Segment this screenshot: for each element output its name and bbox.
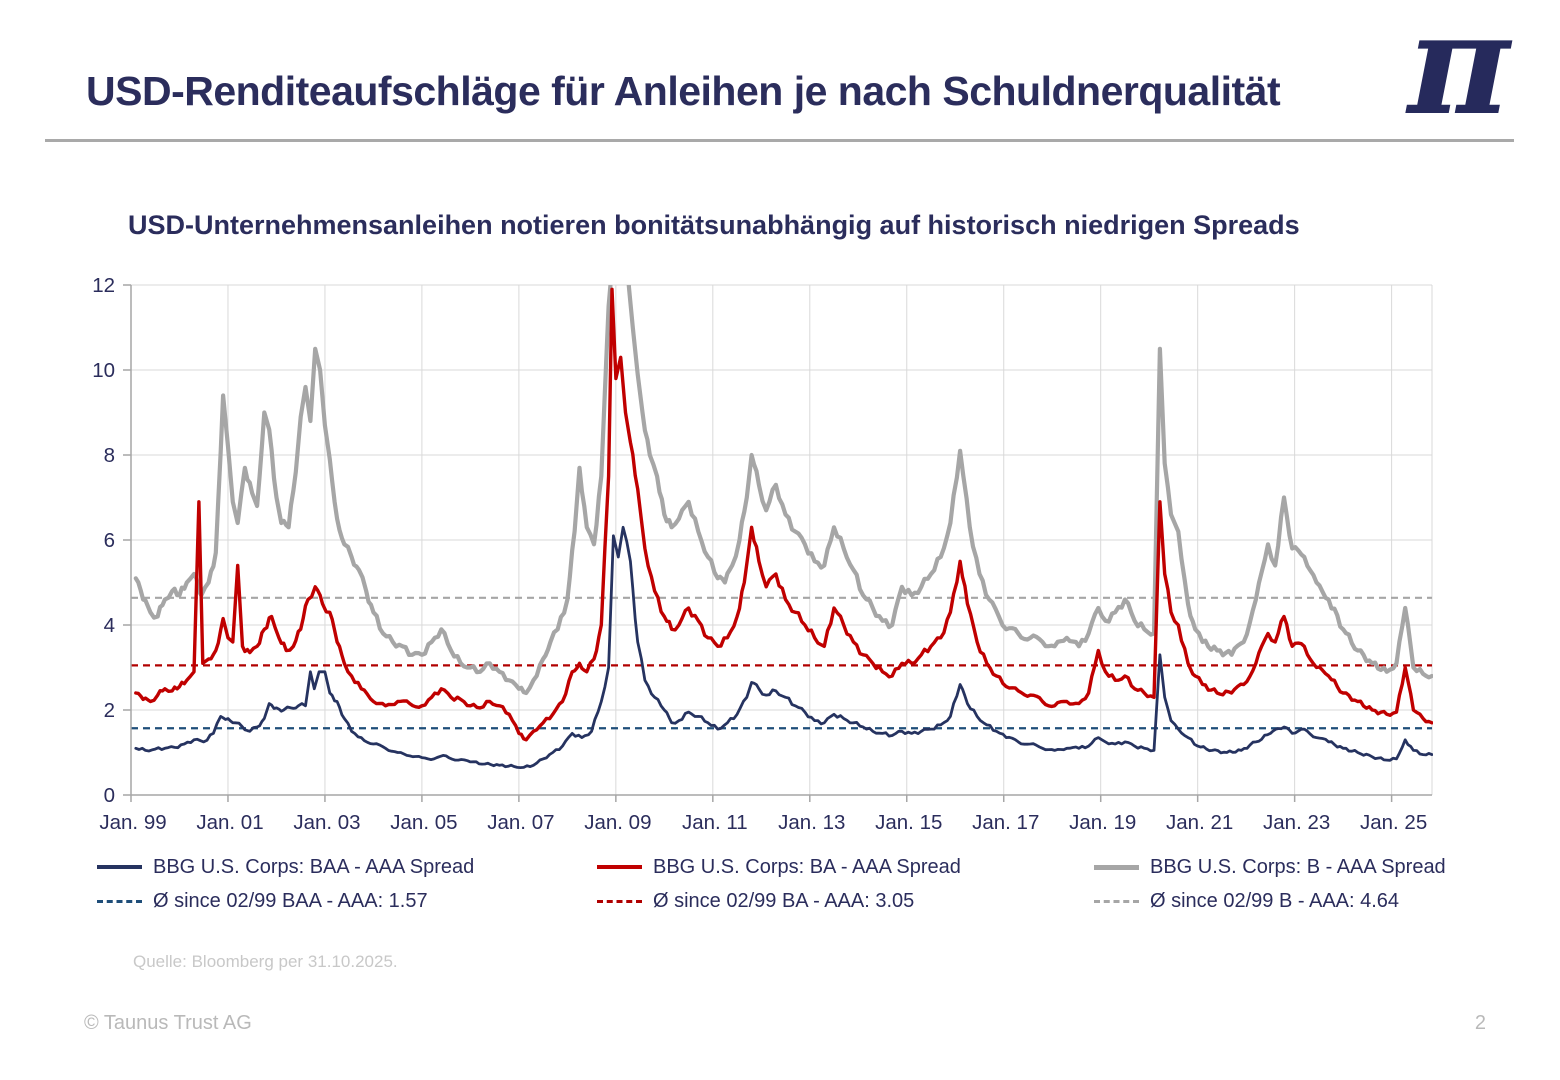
x-axis-tick-label: Jan. 23: [1263, 811, 1330, 834]
x-axis-tick-label: Jan. 17: [972, 811, 1039, 834]
axis-labels: 0 2 4 6 8 10 12 Jan. 99 Jan. 01 Jan. 03 Jan. 05 Jan…: [92, 274, 1427, 834]
legend-item-b-average: Ø since 02/99 B - AAA: 4.64: [1094, 890, 1447, 913]
average-lines: [131, 596, 1432, 730]
baa-average-swatch: [97, 899, 142, 903]
axes: [123, 284, 1432, 802]
b-series-swatch: [1094, 864, 1139, 870]
legend-label: Ø since 02/99 B - AAA: 4.64: [1150, 889, 1400, 912]
y-axis-tick-label: 0: [104, 784, 115, 807]
pi-logo: π: [1400, 0, 1510, 135]
legend-item-b-spread: BBG U.S. Corps: B - AAA Spread: [1094, 856, 1447, 879]
ba-series-swatch: [597, 865, 642, 869]
x-axis-tick-label: Jan. 09: [584, 811, 651, 834]
ba-average-swatch: [597, 899, 642, 903]
x-axis-tick-label: Jan. 19: [1069, 811, 1136, 834]
x-axis-tick-label: Jan. 03: [293, 811, 360, 834]
title-divider: [45, 139, 1514, 142]
legend-item-baa-average: Ø since 02/99 BAA - AAA: 1.57: [97, 890, 597, 913]
x-axis-tick-label: Jan. 11: [682, 811, 748, 834]
legend-label: Ø since 02/99 BA - AAA: 3.05: [653, 889, 915, 912]
y-axis-tick-label: 6: [104, 529, 115, 552]
legend-label: BBG U.S. Corps: BA - AAA Spread: [653, 855, 961, 878]
chart-subtitle: USD-Unternehmensanleihen notieren bonitä…: [128, 210, 1300, 240]
baa-series-swatch: [97, 865, 142, 869]
x-axis-tick-label: Jan. 07: [487, 811, 554, 834]
legend-label: BBG U.S. Corps: B - AAA Spread: [1150, 855, 1446, 878]
x-axis-tick-label: Jan. 15: [875, 811, 942, 834]
legend-item-ba-spread: BBG U.S. Corps: BA - AAA Spread: [597, 856, 1094, 879]
y-axis-tick-label: 4: [104, 614, 115, 637]
gridlines: [130, 284, 1433, 795]
pi-logo-glyph: π: [1407, 0, 1510, 147]
x-axis-tick-label: Jan. 05: [390, 811, 457, 834]
x-axis-tick-label: Jan. 01: [196, 811, 263, 834]
page-title: USD-Renditeaufschläge für Anleihen je na…: [86, 68, 1281, 114]
y-axis-tick-label: 12: [92, 274, 115, 297]
legend-label: Ø since 02/99 BAA - AAA: 1.57: [153, 889, 428, 912]
y-axis-tick-label: 10: [92, 359, 115, 382]
legend-item-ba-average: Ø since 02/99 BA - AAA: 3.05: [597, 890, 1094, 913]
series-line-baa: [134, 525, 1433, 769]
x-axis-tick-label: Jan. 21: [1166, 811, 1233, 834]
spread-chart: 0 2 4 6 8 10 12 Jan. 99 Jan. 01 Jan. 03 Jan. 05 Jan…: [92, 274, 1433, 834]
legend-item-baa-spread: BBG U.S. Corps: BAA - AAA Spread: [97, 856, 597, 879]
b-average-swatch: [1094, 899, 1139, 903]
chart-legend: BBG U.S. Corps: BAA - AAA Spread BBG U.S…: [97, 850, 1447, 918]
x-axis-tick-label: Jan. 99: [99, 811, 166, 834]
series-lines: [133, 285, 1433, 769]
series-line-b: [133, 285, 1433, 696]
legend-label: BBG U.S. Corps: BAA - AAA Spread: [153, 855, 475, 878]
y-axis-tick-label: 8: [104, 444, 115, 467]
footer-page-number: 2: [1474, 1012, 1486, 1034]
x-axis-tick-label: Jan. 25: [1360, 811, 1427, 834]
series-line-ba: [134, 287, 1433, 742]
footer-copyright: © Taunus Trust AG: [84, 1012, 252, 1034]
x-axis-tick-label: Jan. 13: [778, 811, 845, 834]
source-note: Quelle: Bloomberg per 31.10.2025.: [133, 952, 398, 971]
y-axis-tick-label: 2: [104, 699, 115, 722]
